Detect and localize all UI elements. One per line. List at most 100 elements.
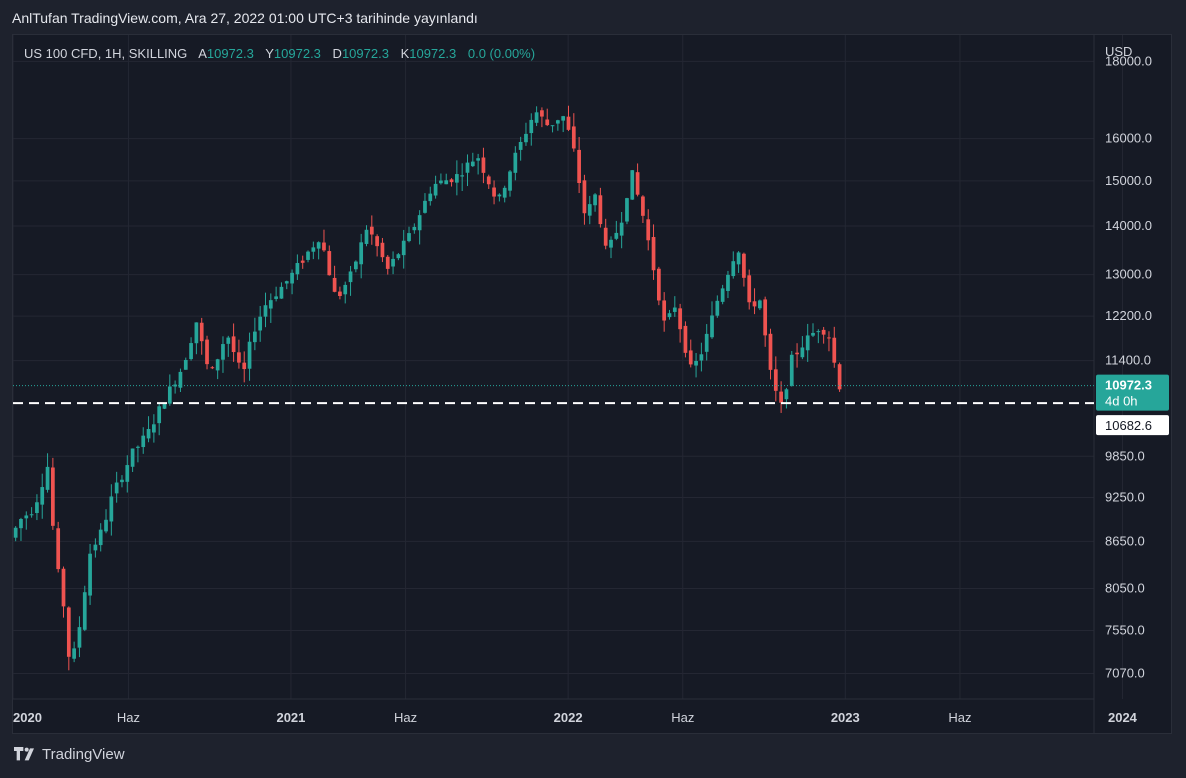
candle-body bbox=[672, 307, 677, 312]
legend-high-label: Y bbox=[265, 46, 274, 61]
candle-body bbox=[354, 261, 358, 270]
candle-body bbox=[178, 371, 183, 388]
price-lines bbox=[13, 385, 1094, 405]
candle-body bbox=[550, 125, 555, 127]
candle-body bbox=[316, 242, 321, 249]
candle-body bbox=[61, 568, 66, 607]
candle-body bbox=[816, 331, 821, 333]
candle-body bbox=[736, 252, 741, 265]
candle-body bbox=[667, 313, 672, 318]
candle-body bbox=[146, 428, 151, 439]
candle-body bbox=[821, 329, 826, 335]
candle-body bbox=[247, 341, 252, 369]
candle-body bbox=[412, 226, 417, 231]
candle-body bbox=[656, 268, 661, 301]
legend-close-value: 10972.3 bbox=[409, 46, 457, 61]
candle-body bbox=[125, 465, 130, 482]
candle-body bbox=[29, 514, 34, 516]
time-tick-label: Haz bbox=[117, 710, 140, 725]
candle-body bbox=[571, 126, 576, 149]
price-axis[interactable]: 7070.0 7550.0 8050.0 8650.0 9250.0 9850.0 1140… bbox=[1096, 53, 1169, 680]
candle-body bbox=[369, 226, 374, 235]
candle-body bbox=[476, 158, 480, 161]
candle-body bbox=[609, 239, 613, 248]
candle-body bbox=[433, 183, 438, 196]
candle-body bbox=[460, 175, 465, 177]
candle-body bbox=[710, 315, 714, 338]
candle-body bbox=[284, 281, 289, 284]
last-price-tag-value: 10972.3 bbox=[1105, 378, 1152, 393]
legend-open-value: 10972.3 bbox=[206, 46, 254, 61]
candle-body bbox=[332, 277, 337, 292]
candle-body bbox=[641, 196, 645, 216]
candle-body bbox=[258, 316, 263, 331]
candle-body bbox=[726, 274, 730, 291]
candle-body bbox=[152, 424, 156, 433]
candle-body bbox=[35, 502, 39, 514]
candle-body bbox=[465, 162, 470, 173]
candle-body bbox=[279, 286, 284, 299]
price-tick-label: 18000.0 bbox=[1105, 53, 1152, 68]
candle-body bbox=[268, 300, 273, 309]
candle-body bbox=[752, 301, 757, 307]
candle-body bbox=[210, 367, 215, 369]
time-axis[interactable]: 2020 Haz 2021 Haz 2022 Haz 2023 Haz 2024 bbox=[13, 710, 1138, 725]
candle-body bbox=[98, 529, 103, 546]
candle-body bbox=[603, 227, 608, 246]
currency-label: USD bbox=[1105, 44, 1132, 59]
candle-body bbox=[295, 263, 300, 275]
price-tick-label: 7550.0 bbox=[1105, 622, 1145, 637]
candle-body bbox=[253, 331, 257, 343]
candle-body bbox=[93, 544, 98, 551]
candle-body bbox=[423, 200, 427, 213]
candle-body bbox=[205, 339, 209, 365]
price-tick-label: 14000.0 bbox=[1105, 218, 1152, 233]
candle-body bbox=[290, 272, 294, 284]
candle-body bbox=[635, 172, 640, 195]
candlestick-chart[interactable]: 7070.0 7550.0 8050.0 8650.0 9250.0 9850.0 1140… bbox=[13, 35, 1171, 733]
price-tick-label: 8050.0 bbox=[1105, 580, 1145, 595]
candle-body bbox=[306, 251, 310, 260]
candle-body bbox=[120, 479, 124, 483]
candle-body bbox=[577, 149, 581, 184]
candle-body bbox=[157, 406, 162, 424]
candle-body bbox=[189, 343, 193, 360]
candle-body bbox=[811, 332, 815, 336]
chart-panel[interactable]: 7070.0 7550.0 8050.0 8650.0 9250.0 9850.0 1140… bbox=[12, 34, 1172, 734]
candle-body bbox=[587, 204, 592, 216]
candle-body bbox=[625, 198, 629, 222]
candle-body bbox=[800, 347, 805, 358]
candle-body bbox=[338, 291, 342, 297]
legend-low-value: 10972.3 bbox=[341, 46, 389, 61]
candle-body bbox=[805, 335, 810, 351]
footer-brand-text: TradingView bbox=[42, 746, 125, 763]
candle-body bbox=[88, 553, 92, 596]
candle-body bbox=[449, 179, 454, 183]
last-price-countdown: 4d 0h bbox=[1105, 394, 1138, 409]
candle-body bbox=[141, 435, 146, 448]
candle-body bbox=[779, 391, 783, 403]
candle-body bbox=[486, 176, 491, 185]
candle-body bbox=[162, 403, 167, 409]
candle-body bbox=[747, 275, 752, 303]
candle-body bbox=[773, 369, 778, 391]
candle-body bbox=[561, 116, 566, 121]
candle-body bbox=[226, 337, 231, 344]
candle-body bbox=[391, 258, 395, 267]
candle-body bbox=[508, 171, 512, 191]
candle-body bbox=[439, 180, 443, 184]
legend-high-value: 10972.3 bbox=[273, 46, 321, 61]
candle-body bbox=[237, 352, 241, 363]
candle-body bbox=[731, 261, 736, 277]
candle-body bbox=[263, 305, 268, 317]
candle-body bbox=[242, 362, 247, 370]
footer-brand[interactable]: TradingView bbox=[14, 746, 125, 763]
candle-body bbox=[619, 222, 624, 236]
legend-close-label: K bbox=[400, 46, 410, 61]
candle-body bbox=[784, 389, 789, 400]
candle-body bbox=[832, 337, 837, 363]
candle-body bbox=[136, 446, 140, 448]
candle-body bbox=[401, 240, 406, 256]
candle-body bbox=[763, 299, 768, 336]
candle-body bbox=[215, 359, 220, 371]
